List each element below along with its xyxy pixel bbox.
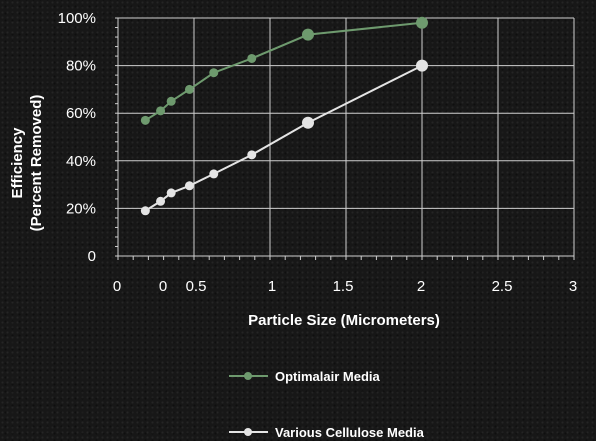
y-tick-label: 100% [58, 10, 96, 27]
legend-label: Various Cellulose Media [275, 425, 425, 440]
data-point [184, 181, 194, 191]
x-axis-title: Particle Size (Micrometers) [248, 312, 440, 329]
legend-swatch-marker [244, 372, 252, 380]
x-tick-label: 0.5 [186, 278, 207, 295]
y-axis-ticks: 0 20% 40% 60% 80% 100% [58, 10, 96, 265]
data-point [184, 84, 194, 94]
x-tick-label: 2 [417, 278, 425, 295]
data-point [209, 68, 219, 78]
y-axis-title-line1: Efficiency [9, 127, 26, 199]
x-axis-ticks: 0 0 0.5 1 1.5 2 2.5 3 [113, 278, 577, 295]
x-tick-label: 1.5 [333, 278, 354, 295]
data-point [247, 53, 257, 63]
series-group [140, 16, 428, 216]
y-tick-label: 40% [66, 153, 96, 170]
data-point [140, 115, 150, 125]
x-tick-label: 0 [113, 278, 121, 295]
data-point [209, 169, 219, 179]
data-point [166, 96, 176, 106]
data-point [140, 206, 150, 216]
y-tick-label: 80% [66, 58, 96, 75]
data-point [247, 150, 257, 160]
x-tick-label: 1 [268, 278, 276, 295]
legend-label: Optimalair Media [275, 369, 381, 384]
minor-ticks [115, 17, 575, 260]
data-point [156, 196, 166, 206]
y-tick-label: 60% [66, 105, 96, 122]
x-tick-label: 0 [159, 278, 167, 295]
series-line-0 [144, 21, 423, 122]
data-point [166, 188, 176, 198]
legend: Optimalair Media Various Cellulose Media [229, 369, 425, 440]
grid-lines [117, 17, 575, 257]
y-tick-label: 20% [66, 200, 96, 217]
y-tick-label: 0 [88, 248, 96, 265]
data-point [302, 116, 314, 129]
y-axis-title-line2: (Percent Removed) [28, 95, 45, 232]
data-point [416, 59, 428, 72]
data-point [156, 106, 166, 116]
x-tick-label: 3 [569, 278, 577, 295]
legend-swatch-marker [244, 428, 252, 436]
x-tick-label: 2.5 [492, 278, 513, 295]
data-point [302, 28, 314, 41]
data-point [416, 16, 428, 29]
